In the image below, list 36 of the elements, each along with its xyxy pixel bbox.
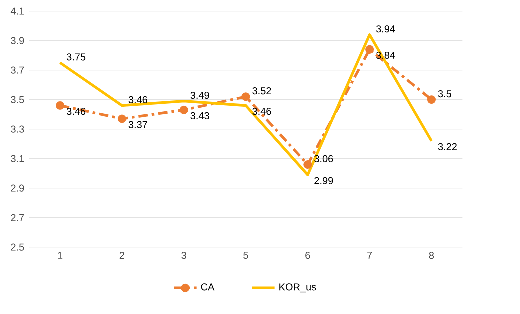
data-label: 3.46	[128, 96, 148, 104]
y-tick-label: 2.5	[11, 244, 24, 251]
legend-label: KOR_us	[280, 284, 316, 293]
y-tick-label: 3.7	[11, 66, 24, 74]
data-label: 3.37	[128, 121, 148, 128]
data-label: 3.75	[66, 54, 86, 61]
point	[242, 92, 250, 102]
x-tick-label: 1	[58, 252, 63, 259]
x-tick-label: 5	[244, 252, 248, 260]
y-tick-label: 3.9	[11, 37, 24, 44]
y-tick-label: 3.1	[11, 155, 24, 162]
point	[56, 101, 65, 110]
data-label: 3.5	[438, 90, 452, 98]
data-label: 2.99	[314, 177, 334, 184]
y-tick-label: 2.9	[11, 184, 24, 192]
data-label: 3.46	[66, 108, 86, 116]
y-tick-label: 3.5	[11, 96, 24, 104]
data-label: 3.43	[190, 112, 210, 120]
point	[366, 45, 374, 54]
x-tick-label: 7	[368, 252, 372, 259]
y-tick-label: 2.7	[11, 214, 24, 222]
point	[180, 106, 188, 114]
data-label: 3.52	[252, 88, 272, 95]
data-label: 3.22	[438, 143, 457, 150]
data-label: 3.49	[190, 92, 210, 100]
x-tick-label: 2	[120, 252, 124, 260]
x-tick-label: 6	[306, 252, 310, 260]
point	[118, 114, 126, 124]
legend-label: CA	[201, 284, 215, 291]
point	[304, 160, 312, 170]
x-tick-label: 8	[429, 252, 434, 260]
data-label: 3.94	[376, 26, 396, 33]
point	[427, 96, 436, 104]
y-tick-label: 3.3	[11, 126, 24, 133]
x-tick-label: 3	[182, 252, 186, 260]
y-tick-label: 4.1	[10, 8, 24, 15]
